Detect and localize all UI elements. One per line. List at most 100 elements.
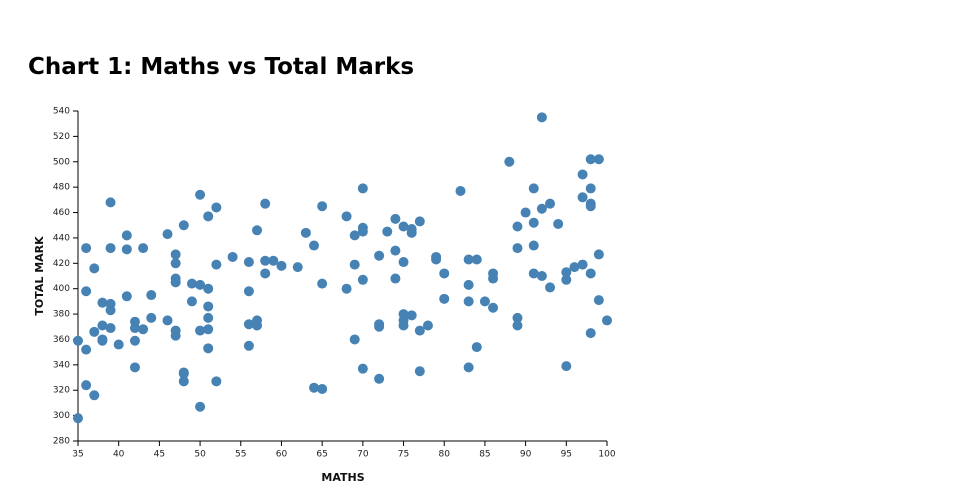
point bbox=[577, 192, 588, 203]
point bbox=[129, 335, 140, 346]
point bbox=[602, 315, 612, 326]
point bbox=[203, 343, 214, 354]
point bbox=[422, 320, 433, 331]
point bbox=[585, 328, 596, 339]
point bbox=[81, 243, 92, 254]
point bbox=[73, 413, 83, 424]
point bbox=[89, 390, 100, 401]
point bbox=[390, 245, 401, 256]
point bbox=[260, 198, 271, 209]
point bbox=[357, 226, 368, 237]
point bbox=[414, 325, 425, 336]
point bbox=[121, 244, 132, 255]
x-tick-label: 55 bbox=[235, 450, 246, 460]
point bbox=[121, 230, 132, 241]
point bbox=[374, 321, 385, 332]
y-axis-label: TOTAL MARK bbox=[33, 236, 46, 316]
point bbox=[268, 255, 279, 266]
point bbox=[195, 401, 206, 412]
point bbox=[414, 366, 425, 377]
point bbox=[463, 362, 474, 373]
point bbox=[504, 156, 515, 167]
point bbox=[260, 268, 271, 279]
point bbox=[89, 263, 100, 274]
y-tick-label: 360 bbox=[53, 335, 70, 345]
point bbox=[463, 279, 474, 290]
point bbox=[162, 229, 173, 240]
point bbox=[146, 312, 157, 323]
y-tick-label: 280 bbox=[53, 437, 70, 447]
x-tick-label: 95 bbox=[561, 450, 572, 460]
point bbox=[309, 382, 320, 393]
point bbox=[512, 243, 523, 254]
point bbox=[178, 368, 189, 379]
point bbox=[195, 325, 206, 336]
point bbox=[536, 203, 547, 214]
x-tick-label: 40 bbox=[113, 450, 125, 460]
point bbox=[488, 273, 499, 284]
point bbox=[406, 227, 417, 238]
point bbox=[243, 286, 254, 297]
point bbox=[374, 250, 385, 261]
point bbox=[382, 226, 393, 237]
point bbox=[97, 297, 108, 308]
x-tick-label: 80 bbox=[439, 450, 451, 460]
point bbox=[97, 320, 108, 331]
x-tick-label: 65 bbox=[316, 450, 327, 460]
x-tick-label: 75 bbox=[398, 450, 409, 460]
point bbox=[431, 254, 442, 265]
point bbox=[471, 254, 482, 265]
x-tick-label: 85 bbox=[479, 450, 490, 460]
y-tick-label: 460 bbox=[53, 208, 70, 218]
point bbox=[577, 259, 588, 270]
point bbox=[300, 227, 311, 238]
point bbox=[97, 335, 108, 346]
point bbox=[593, 249, 604, 260]
point bbox=[138, 243, 149, 254]
point bbox=[536, 271, 547, 281]
point bbox=[243, 257, 254, 268]
point bbox=[195, 189, 206, 200]
y-tick-label: 540 bbox=[53, 107, 70, 117]
point bbox=[186, 278, 197, 289]
point bbox=[81, 380, 92, 391]
point bbox=[203, 301, 214, 312]
y-tick-label: 520 bbox=[53, 132, 70, 142]
point bbox=[536, 112, 547, 123]
point bbox=[528, 183, 539, 194]
point bbox=[569, 262, 580, 273]
point bbox=[341, 211, 352, 222]
point bbox=[561, 361, 572, 372]
x-tick-label: 70 bbox=[357, 450, 369, 460]
point bbox=[317, 278, 328, 289]
point bbox=[479, 296, 490, 307]
point bbox=[520, 207, 531, 218]
x-tick-label: 50 bbox=[194, 450, 206, 460]
point bbox=[121, 291, 132, 302]
y-tick-label: 480 bbox=[53, 183, 70, 193]
point bbox=[463, 254, 474, 265]
point bbox=[390, 213, 401, 224]
point bbox=[170, 258, 181, 269]
point bbox=[528, 217, 539, 228]
y-tick-label: 420 bbox=[53, 259, 70, 269]
y-tick-label: 300 bbox=[53, 411, 70, 421]
point bbox=[260, 255, 271, 266]
point bbox=[553, 218, 564, 229]
point bbox=[105, 305, 116, 316]
point bbox=[585, 183, 596, 194]
point bbox=[227, 251, 238, 262]
x-tick-label: 45 bbox=[154, 450, 165, 460]
y-tick-label: 400 bbox=[53, 284, 70, 294]
point bbox=[203, 211, 214, 222]
y-tick-label: 320 bbox=[53, 386, 70, 396]
point bbox=[512, 312, 523, 323]
point bbox=[406, 310, 417, 321]
point bbox=[439, 293, 450, 304]
point bbox=[593, 154, 604, 165]
chart-title: Chart 1: Maths vs Total Marks bbox=[28, 54, 414, 80]
point bbox=[178, 220, 189, 231]
point bbox=[488, 302, 499, 313]
point bbox=[252, 320, 263, 331]
x-tick-label: 90 bbox=[520, 450, 532, 460]
